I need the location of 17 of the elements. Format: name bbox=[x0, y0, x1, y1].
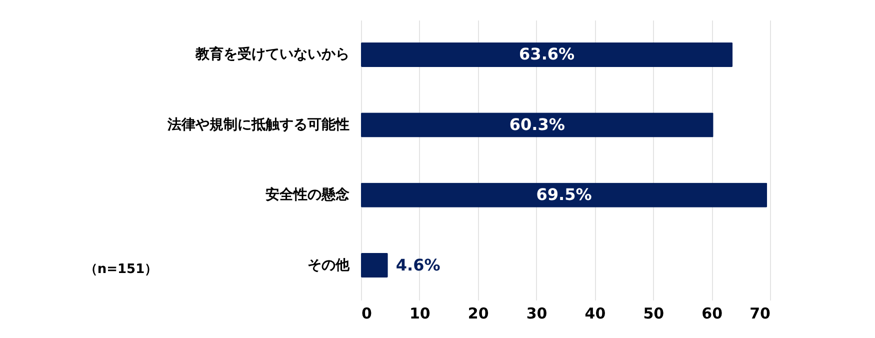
data-label: 69.5% bbox=[536, 185, 592, 204]
y-tick-label: その他 bbox=[308, 257, 350, 274]
y-tick-label: 教育を受けていないから bbox=[194, 46, 350, 63]
x-tick-label: 30 bbox=[526, 304, 548, 322]
data-label: 4.6% bbox=[396, 255, 440, 274]
x-tick-label: 70 bbox=[750, 304, 770, 322]
data-label: 63.6% bbox=[519, 44, 575, 64]
x-tick-label: 50 bbox=[643, 304, 664, 322]
x-tick-label: 40 bbox=[584, 304, 606, 322]
x-tick-label: 20 bbox=[468, 304, 489, 322]
x-tick-label: 10 bbox=[409, 304, 430, 322]
x-tick-label: 0 bbox=[362, 304, 372, 322]
data-label: 60.3% bbox=[509, 114, 565, 134]
x-tick-label: 60 bbox=[702, 304, 723, 322]
y-tick-label: 法律や規制に抵触する可能性 bbox=[166, 116, 350, 133]
y-tick-label: 安全性の懸念 bbox=[266, 186, 350, 204]
text: （n=151） bbox=[84, 262, 158, 277]
